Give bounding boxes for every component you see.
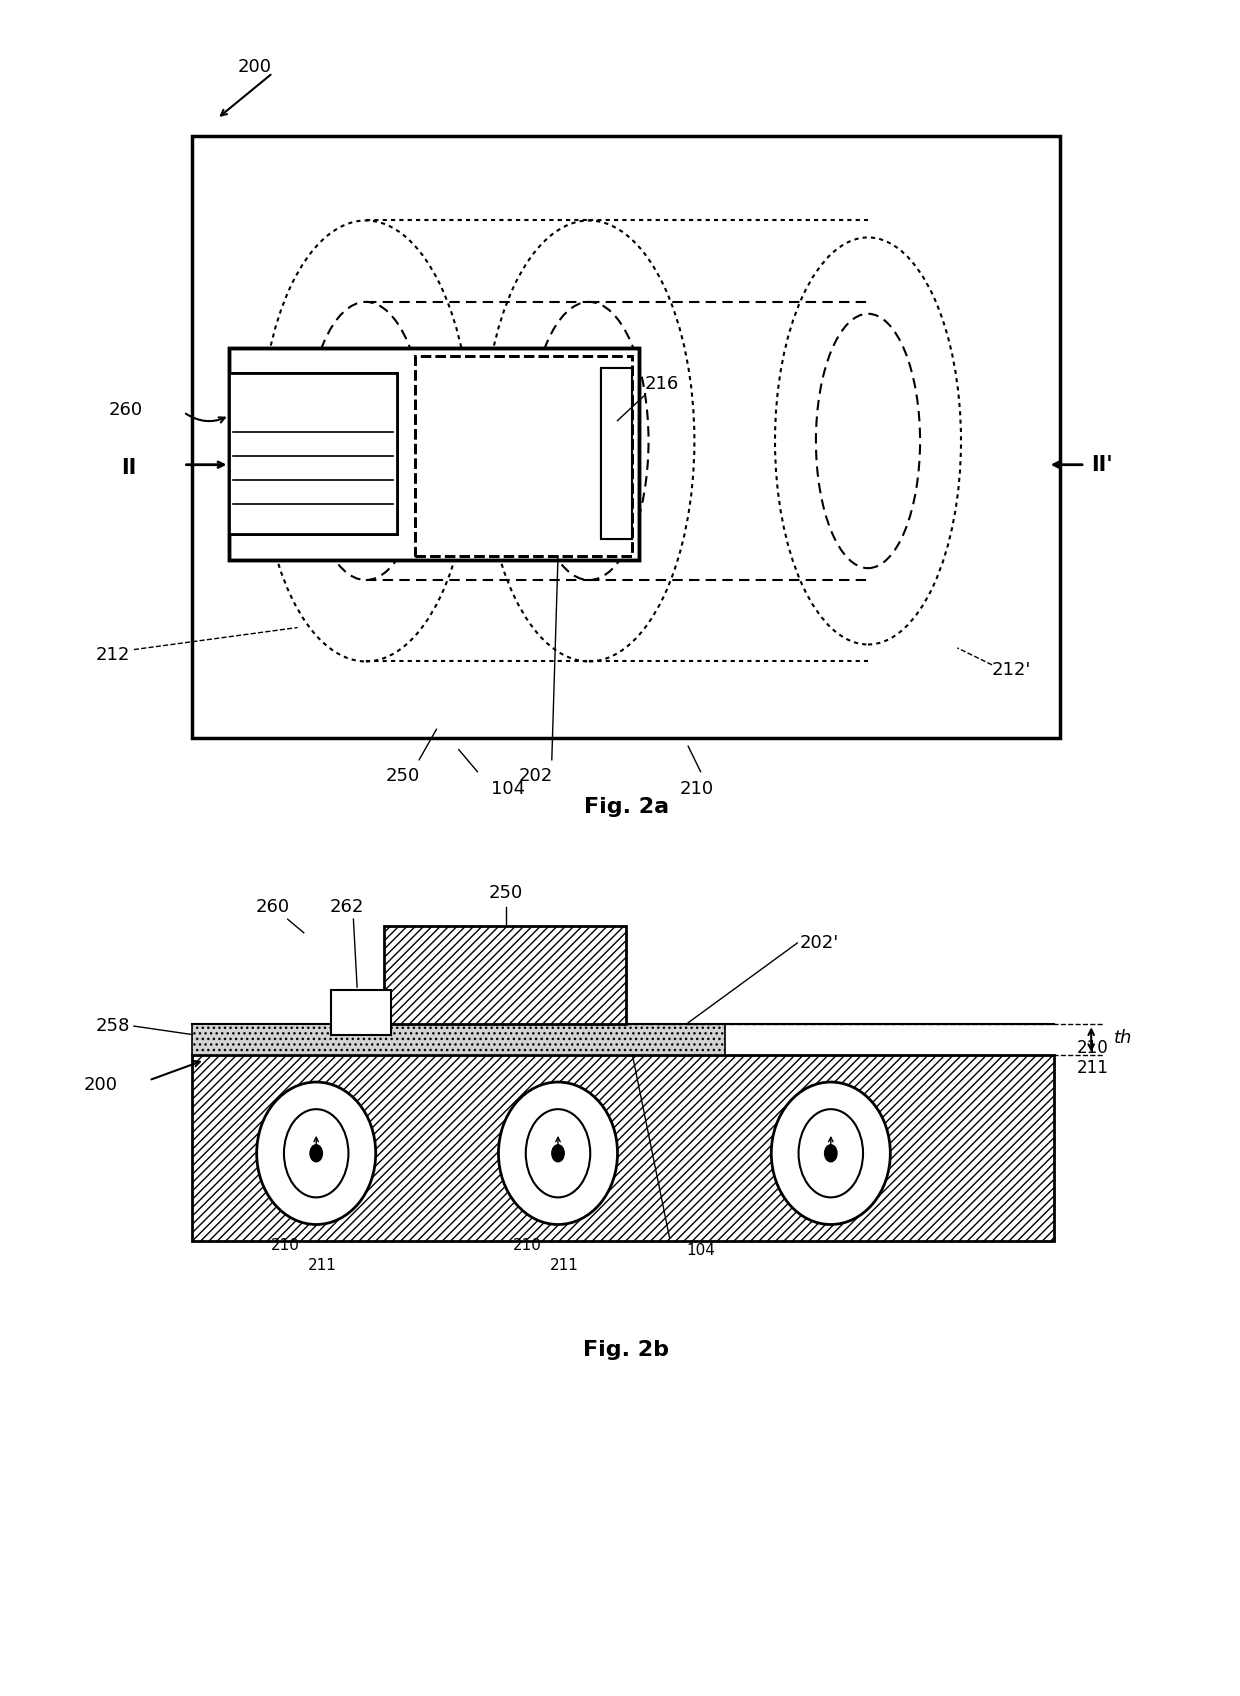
Bar <box>601 368 632 539</box>
Text: 250: 250 <box>489 884 523 902</box>
Text: 260: 260 <box>255 897 290 916</box>
Ellipse shape <box>257 1082 376 1225</box>
Text: II': II' <box>1091 455 1112 475</box>
Text: 210: 210 <box>270 1238 300 1253</box>
Ellipse shape <box>526 1109 590 1197</box>
Bar <box>229 373 397 534</box>
Text: th: th <box>1114 1029 1132 1046</box>
Bar <box>192 136 1060 738</box>
Text: Fig. 2a: Fig. 2a <box>584 797 668 817</box>
Text: 262: 262 <box>330 897 365 916</box>
Text: 210: 210 <box>512 1238 542 1253</box>
Text: 210: 210 <box>1076 1040 1109 1057</box>
Text: 200: 200 <box>238 58 272 76</box>
Ellipse shape <box>799 1109 863 1197</box>
Bar <box>415 356 632 556</box>
Bar <box>384 926 626 1024</box>
Ellipse shape <box>552 1145 564 1162</box>
Text: 200: 200 <box>84 1077 118 1094</box>
Text: 210: 210 <box>680 780 714 799</box>
Bar <box>229 348 639 560</box>
Bar <box>415 356 632 556</box>
Text: 258: 258 <box>95 1018 130 1035</box>
Text: 211: 211 <box>1076 1060 1109 1077</box>
Text: 250: 250 <box>386 767 420 785</box>
Ellipse shape <box>310 1145 322 1162</box>
Ellipse shape <box>498 1082 618 1225</box>
Ellipse shape <box>284 1109 348 1197</box>
Text: 260: 260 <box>108 402 143 419</box>
Bar <box>233 353 635 555</box>
Text: 216: 216 <box>645 375 680 393</box>
Text: 211: 211 <box>308 1258 337 1274</box>
Text: 202': 202' <box>800 934 839 951</box>
Bar <box>192 1055 1054 1241</box>
Text: 212: 212 <box>95 646 130 663</box>
Text: 104: 104 <box>686 1243 715 1258</box>
Text: 211: 211 <box>549 1258 579 1274</box>
Ellipse shape <box>771 1082 890 1225</box>
Text: II: II <box>122 458 136 478</box>
Bar <box>229 373 397 534</box>
Text: Fig. 2b: Fig. 2b <box>583 1340 670 1360</box>
Text: 202: 202 <box>518 767 553 785</box>
Bar <box>229 348 639 560</box>
Text: 212': 212' <box>992 661 1032 678</box>
Bar <box>601 368 632 539</box>
Bar <box>331 990 391 1035</box>
Ellipse shape <box>825 1145 837 1162</box>
Text: 104: 104 <box>491 780 526 799</box>
Bar <box>192 1024 725 1055</box>
